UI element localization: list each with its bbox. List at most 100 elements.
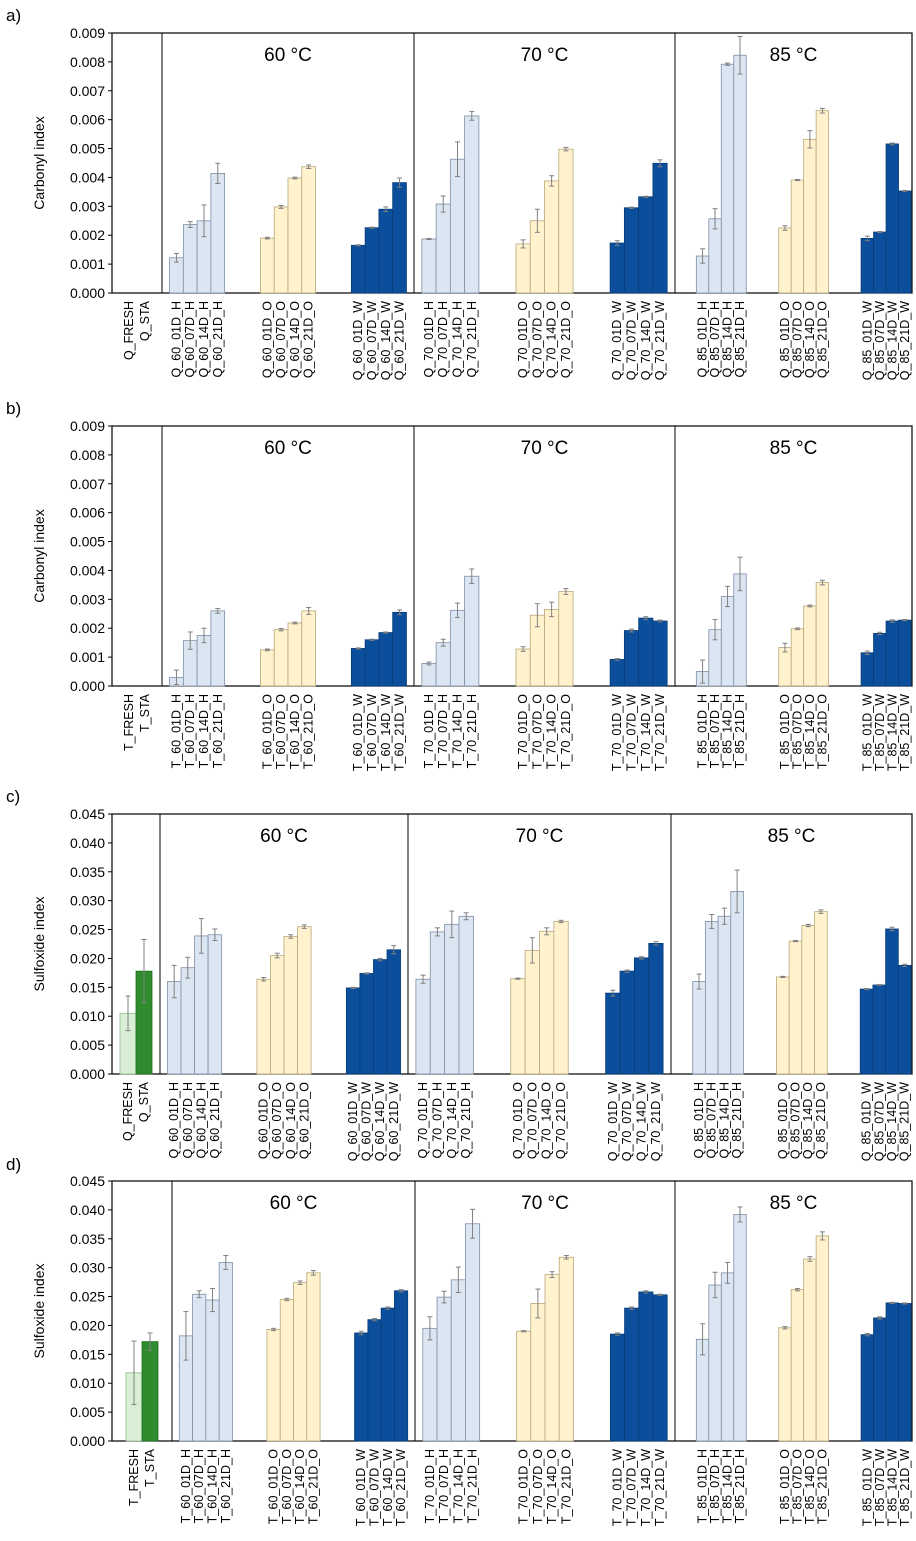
bar-T_85_01D_W — [860, 1334, 874, 1442]
y-tick-label: 0.002 — [70, 227, 105, 243]
x-tick-label: T_85_21D_H — [733, 694, 747, 768]
bar-Q_85_07D_W — [872, 984, 887, 1075]
x-tick-label: T_60_07D_W — [368, 1449, 382, 1526]
x-tick-label: T_STA — [143, 1448, 157, 1487]
y-axis-label: Sulfoxide index — [31, 1264, 47, 1359]
x-tick-label: T_70_14D_H — [451, 1449, 465, 1523]
bar-Q_60_21D_W — [392, 182, 407, 294]
y-tick-label: 0.040 — [70, 1202, 105, 1218]
temperature-label: 70 °C — [521, 1193, 569, 1214]
x-tick-label: T_60_01D_W — [354, 1449, 368, 1526]
x-tick-label: Q_60_01D_H — [169, 301, 183, 377]
x-tick-label: T_70_14D_H — [450, 694, 464, 768]
bar-T_85_21D_O — [815, 1235, 830, 1442]
bar-T_85_07D_O — [790, 1289, 805, 1442]
x-tick-label: T_60_07D_H — [192, 1449, 206, 1523]
bar-T_70_07D_W — [624, 1307, 640, 1442]
x-tick-label: Q_60_21D_O — [297, 1082, 311, 1159]
temperature-label: 70 °C — [516, 826, 564, 847]
x-tick-label: T_70_21D_H — [466, 1449, 480, 1523]
x-tick-label: Q_60_01D_O — [257, 1082, 271, 1159]
x-tick-label: T_70_07D_O — [531, 1449, 545, 1524]
bar-Q_85_14D_H — [717, 915, 732, 1075]
y-tick-label: 0.003 — [70, 198, 105, 214]
bar-Q_70_14D_W — [638, 196, 654, 294]
x-tick-label: Q_70_07D_H — [436, 301, 450, 377]
x-tick-label: Q_60_14D_O — [284, 1082, 298, 1159]
bar-Q_70_07D_O — [524, 949, 540, 1075]
x-tick-label: T_60_14D_O — [293, 1449, 307, 1524]
chart-panel-1: b) 0.000 0.001 0.002 0.003 0.004 0.005 0.006 0.0… — [6, 399, 913, 771]
bar-Q_60_07D_W — [359, 973, 374, 1075]
x-tick-label: Q_85_14D_H — [721, 301, 735, 377]
y-tick-label: 0.045 — [70, 1173, 105, 1189]
bar-T_70_14D_H — [450, 1279, 466, 1442]
bar-Q_60_07D_W — [364, 227, 380, 294]
x-tick-label: Q_85_21D_W — [898, 1082, 912, 1161]
bar-T_60_07D_O — [273, 629, 289, 687]
bar-T_60_21D_W — [394, 1290, 409, 1442]
bar-Q_85_07D_H — [708, 218, 722, 294]
bar-Q_60_14D_W — [373, 959, 388, 1075]
x-tick-label: T_85_14D_W — [885, 694, 899, 771]
x-tick-label: Q_60_14D_H — [197, 301, 211, 377]
bar-T_60_07D_O — [279, 1299, 294, 1442]
x-tick-label: T_85_01D_W — [860, 694, 874, 771]
bar-T_70_01D_W — [609, 1333, 625, 1442]
x-tick-label: Q_70_14D_H — [445, 1082, 459, 1158]
x-tick-label: T_70_21D_O — [559, 1449, 573, 1524]
y-tick-label: 0.007 — [70, 476, 105, 492]
x-tick-label: T_70_01D_H — [423, 1449, 437, 1523]
bar-Q_60_21D_H — [210, 172, 226, 294]
y-axis-label: Carbonyl index — [31, 509, 47, 602]
x-tick-label: Q_70_21D_W — [653, 301, 667, 380]
x-tick-label: Q_85_21D_H — [730, 1082, 744, 1158]
x-tick-label: Q_70_01D_H — [422, 301, 436, 377]
bar-Q_60_14D_O — [287, 177, 303, 294]
x-tick-label: Q_70_07D_O — [530, 301, 544, 378]
bar-T_70_14D_W — [638, 1291, 654, 1442]
temperature-label: 85 °C — [770, 1193, 818, 1214]
bar-T_70_01D_W — [609, 659, 625, 687]
x-tick-label: Q_70_21D_H — [459, 1082, 473, 1158]
bar-Q_85_14D_W — [885, 143, 899, 294]
x-tick-label: Q_85_07D_O — [788, 1082, 802, 1159]
y-tick-label: 0.010 — [70, 1008, 105, 1024]
bar-Q_85_01D_W — [860, 237, 874, 294]
temperature-label: 60 °C — [260, 826, 308, 847]
temperature-label: 60 °C — [264, 438, 312, 459]
bar-T_60_21D_H — [218, 1262, 233, 1442]
x-tick-label: Q_70_01D_W — [606, 1082, 620, 1161]
x-tick-label: Q_85_07D_W — [872, 1082, 886, 1161]
panel-label: c) — [6, 787, 20, 806]
x-tick-label: T_70_07D_H — [437, 1449, 451, 1523]
bar-T_70_01D_O — [516, 1330, 532, 1442]
bar-T_85_21D_H — [733, 1214, 747, 1442]
x-tick-label: T_85_14D_H — [721, 694, 735, 768]
x-tick-label: Q_70_01D_H — [416, 1082, 430, 1158]
x-tick-label: Q_70_21D_W — [649, 1082, 663, 1161]
bar-T_85_14D_H — [720, 596, 735, 687]
temperature-label: 60 °C — [270, 1193, 318, 1214]
bar-Q_85_01D_W — [859, 988, 874, 1075]
x-tick-label: Q_FRESH — [122, 301, 136, 360]
x-tick-label: T_60_01D_O — [260, 694, 274, 769]
x-tick-label: T_60_14D_H — [205, 1449, 219, 1523]
temperature-label: 70 °C — [521, 438, 569, 459]
bar-T_60_01D_W — [350, 648, 366, 687]
x-tick-label: Q_85_07D_H — [708, 301, 722, 377]
bar-Q_60_01D_W — [345, 987, 361, 1075]
x-tick-label: T_70_14D_O — [545, 1449, 559, 1524]
bar-T_70_07D_W — [623, 630, 640, 687]
bar-T_60_14D_O — [293, 1282, 308, 1442]
x-tick-label: Q_60_21D_W — [393, 301, 407, 380]
x-tick-label: Q_85_01D_O — [776, 1082, 790, 1159]
x-tick-label: T_60_21D_H — [211, 694, 225, 768]
y-tick-label: 0.005 — [70, 141, 105, 157]
x-tick-label: T_60_07D_O — [274, 694, 288, 769]
x-tick-label: T_60_21D_O — [306, 1449, 320, 1524]
bar-T_70_21D_H — [464, 575, 480, 687]
bar-T_60_21D_O — [306, 1272, 321, 1442]
panel-label: a) — [6, 6, 21, 25]
